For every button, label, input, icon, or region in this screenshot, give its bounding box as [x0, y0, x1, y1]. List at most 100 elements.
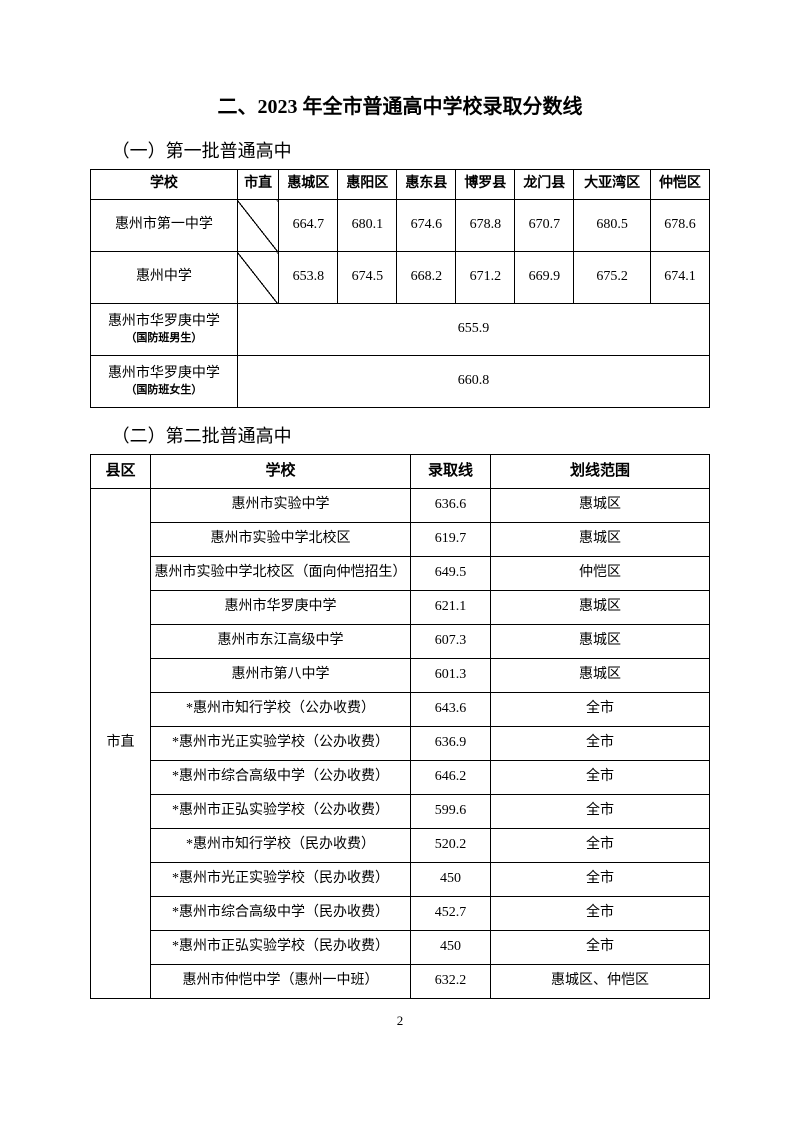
scope-cell: 全市	[491, 829, 710, 863]
col-header: 学校	[151, 455, 411, 489]
score-cell: 646.2	[411, 761, 491, 795]
school-cell: 惠州市第八中学	[151, 659, 411, 693]
score-cell: 619.7	[411, 523, 491, 557]
school-cell: 惠州市华罗庚中学	[151, 591, 411, 625]
scope-cell: 全市	[491, 931, 710, 965]
school-cell: *惠州市光正实验学校（民办收费）	[151, 863, 411, 897]
col-header: 惠阳区	[338, 170, 397, 200]
table-row: 惠州中学 653.8674.5668.2671.2669.9675.2674.1	[91, 252, 710, 304]
table-row: 学校 市直 惠城区 惠阳区 惠东县 博罗县 龙门县 大亚湾区 仲恺区	[91, 170, 710, 200]
table-row: 惠州市第一中学664.7680.1674.6678.8670.7680.5678…	[91, 200, 710, 252]
score-cell: 678.8	[456, 200, 515, 252]
col-header: 博罗县	[456, 170, 515, 200]
merged-score-cell: 655.9	[237, 304, 709, 356]
school-cell: *惠州市知行学校（公办收费）	[151, 693, 411, 727]
score-cell: 450	[411, 863, 491, 897]
col-header: 大亚湾区	[574, 170, 651, 200]
document-page: 二、2023 年全市普通高中学校录取分数线 （一）第一批普通高中 学校 市直 惠…	[0, 0, 800, 1069]
diag-cell	[237, 200, 278, 252]
score-cell: 636.9	[411, 727, 491, 761]
school-cell: 惠州市东江高级中学	[151, 625, 411, 659]
score-cell: 680.1	[338, 200, 397, 252]
score-cell: 649.5	[411, 557, 491, 591]
school-cell: *惠州市知行学校（民办收费）	[151, 829, 411, 863]
school-cell: 惠州市实验中学北校区（面向仲恺招生）	[151, 557, 411, 591]
table-batch2: 县区 学校 录取线 划线范围 市直惠州市实验中学636.6惠城区惠州市实验中学北…	[90, 454, 710, 999]
school-cell: 惠州市华罗庚中学（国防班男生）	[91, 304, 238, 356]
score-cell: 674.1	[650, 252, 709, 304]
scope-cell: 惠城区	[491, 489, 710, 523]
table-batch1: 学校 市直 惠城区 惠阳区 惠东县 博罗县 龙门县 大亚湾区 仲恺区 惠州市第一…	[90, 169, 710, 408]
scope-cell: 惠城区、仲恺区	[491, 965, 710, 999]
school-cell: 惠州市华罗庚中学（国防班女生）	[91, 356, 238, 408]
score-cell: 668.2	[397, 252, 456, 304]
score-cell: 599.6	[411, 795, 491, 829]
main-title: 二、2023 年全市普通高中学校录取分数线	[90, 90, 710, 119]
table-row: 县区 学校 录取线 划线范围	[91, 455, 710, 489]
score-cell: 670.7	[515, 200, 574, 252]
score-cell: 643.6	[411, 693, 491, 727]
score-cell: 669.9	[515, 252, 574, 304]
diag-cell	[237, 252, 278, 304]
table-row: 惠州市实验中学北校区619.7惠城区	[91, 523, 710, 557]
table-row: *惠州市综合高级中学（公办收费）646.2全市	[91, 761, 710, 795]
col-header: 录取线	[411, 455, 491, 489]
scope-cell: 全市	[491, 795, 710, 829]
table-row: 惠州市华罗庚中学（国防班女生）660.8	[91, 356, 710, 408]
table-row: *惠州市正弘实验学校（民办收费）450全市	[91, 931, 710, 965]
county-cell: 市直	[91, 489, 151, 999]
section2-heading: （二）第二批普通高中	[90, 422, 710, 448]
col-header: 仲恺区	[650, 170, 709, 200]
score-cell: 664.7	[279, 200, 338, 252]
scope-cell: 惠城区	[491, 591, 710, 625]
score-cell: 653.8	[279, 252, 338, 304]
col-header: 划线范围	[491, 455, 710, 489]
table-row: 惠州市华罗庚中学（国防班男生）655.9	[91, 304, 710, 356]
scope-cell: 惠城区	[491, 523, 710, 557]
score-cell: 680.5	[574, 200, 651, 252]
table-row: *惠州市综合高级中学（民办收费）452.7全市	[91, 897, 710, 931]
score-cell: 675.2	[574, 252, 651, 304]
table-row: 惠州市第八中学601.3惠城区	[91, 659, 710, 693]
school-cell: *惠州市正弘实验学校（公办收费）	[151, 795, 411, 829]
table-row: *惠州市知行学校（公办收费）643.6全市	[91, 693, 710, 727]
col-header: 惠城区	[279, 170, 338, 200]
score-cell: 601.3	[411, 659, 491, 693]
table-row: *惠州市知行学校（民办收费）520.2全市	[91, 829, 710, 863]
page-number: 2	[90, 1013, 710, 1029]
col-header: 惠东县	[397, 170, 456, 200]
scope-cell: 惠城区	[491, 659, 710, 693]
col-header: 学校	[91, 170, 238, 200]
col-header: 县区	[91, 455, 151, 489]
score-cell: 520.2	[411, 829, 491, 863]
school-cell: *惠州市光正实验学校（公办收费）	[151, 727, 411, 761]
score-cell: 607.3	[411, 625, 491, 659]
score-cell: 632.2	[411, 965, 491, 999]
scope-cell: 全市	[491, 693, 710, 727]
school-cell: 惠州市实验中学	[151, 489, 411, 523]
table-row: *惠州市光正实验学校（公办收费）636.9全市	[91, 727, 710, 761]
section1-heading: （一）第一批普通高中	[90, 137, 710, 163]
score-cell: 678.6	[650, 200, 709, 252]
score-cell: 671.2	[456, 252, 515, 304]
table-row: 惠州市实验中学北校区（面向仲恺招生）649.5仲恺区	[91, 557, 710, 591]
table-row: 惠州市华罗庚中学621.1惠城区	[91, 591, 710, 625]
score-cell: 636.6	[411, 489, 491, 523]
merged-score-cell: 660.8	[237, 356, 709, 408]
scope-cell: 全市	[491, 727, 710, 761]
table-row: 惠州市仲恺中学（惠州一中班）632.2惠城区、仲恺区	[91, 965, 710, 999]
school-cell: 惠州市仲恺中学（惠州一中班）	[151, 965, 411, 999]
scope-cell: 惠城区	[491, 625, 710, 659]
school-cell: *惠州市综合高级中学（民办收费）	[151, 897, 411, 931]
school-cell: 惠州市实验中学北校区	[151, 523, 411, 557]
school-cell: *惠州市综合高级中学（公办收费）	[151, 761, 411, 795]
school-cell: *惠州市正弘实验学校（民办收费）	[151, 931, 411, 965]
col-header: 龙门县	[515, 170, 574, 200]
school-cell: 惠州市第一中学	[91, 200, 238, 252]
school-cell: 惠州中学	[91, 252, 238, 304]
table-row: 惠州市东江高级中学607.3惠城区	[91, 625, 710, 659]
scope-cell: 全市	[491, 897, 710, 931]
table-row: *惠州市光正实验学校（民办收费）450全市	[91, 863, 710, 897]
score-cell: 452.7	[411, 897, 491, 931]
score-cell: 674.5	[338, 252, 397, 304]
